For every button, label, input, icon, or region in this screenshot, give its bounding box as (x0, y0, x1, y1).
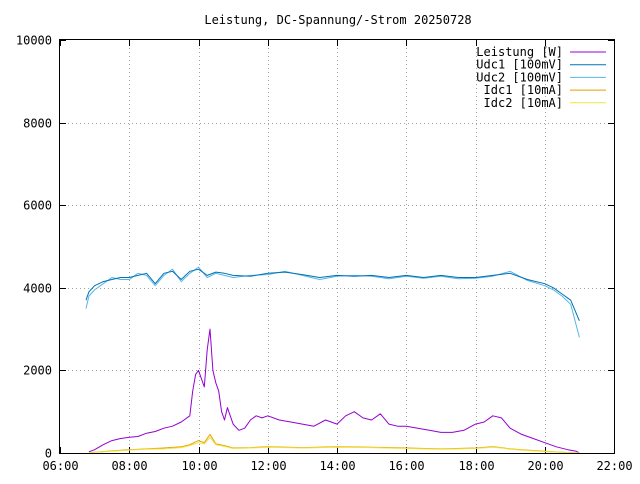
x-tick-label: 08:00 (111, 459, 147, 473)
legend-label: Leistung [W] (476, 45, 563, 59)
legend-label: Idc2 [10mA] (484, 96, 563, 110)
y-tick-label: 8000 (23, 117, 52, 131)
series-line-idc1 (88, 433, 580, 454)
axes: 0 2000 4000 6000 8000 10000 06:00 08:00 10:00 12:… (16, 34, 633, 474)
y-tick-label: 6000 (23, 199, 52, 213)
legend-label: Udc2 [100mV] (476, 70, 563, 84)
x-tick-label: 22:00 (596, 459, 632, 473)
series-line-leistung (88, 328, 580, 454)
legend: Leistung [W]Udc1 [100mV]Udc2 [100mV]Idc1… (476, 45, 606, 110)
grid (60, 40, 614, 453)
x-tick-label: 18:00 (458, 459, 494, 473)
y-tick-label: 0 (45, 447, 52, 461)
x-tick-label: 14:00 (319, 459, 355, 473)
series-line-idc2 (88, 436, 580, 454)
x-tick-label: 10:00 (181, 459, 217, 473)
y-tick-label: 10000 (16, 34, 52, 48)
y-tick-label: 2000 (23, 364, 52, 378)
x-tick-label: 20:00 (527, 459, 563, 473)
x-tick-label: 16:00 (388, 459, 424, 473)
y-tick-label: 4000 (23, 282, 52, 296)
plot-frame (59, 39, 615, 454)
x-tick-label: 12:00 (250, 459, 286, 473)
series-layer (85, 266, 580, 454)
chart-title: Leistung, DC-Spannung/-Strom 20250728 (204, 13, 471, 27)
x-tick-label: 06:00 (42, 459, 78, 473)
series-line-udc1 (85, 268, 580, 321)
legend-label: Udc1 [100mV] (476, 58, 563, 72)
legend-label: Idc1 [10mA] (484, 83, 563, 97)
